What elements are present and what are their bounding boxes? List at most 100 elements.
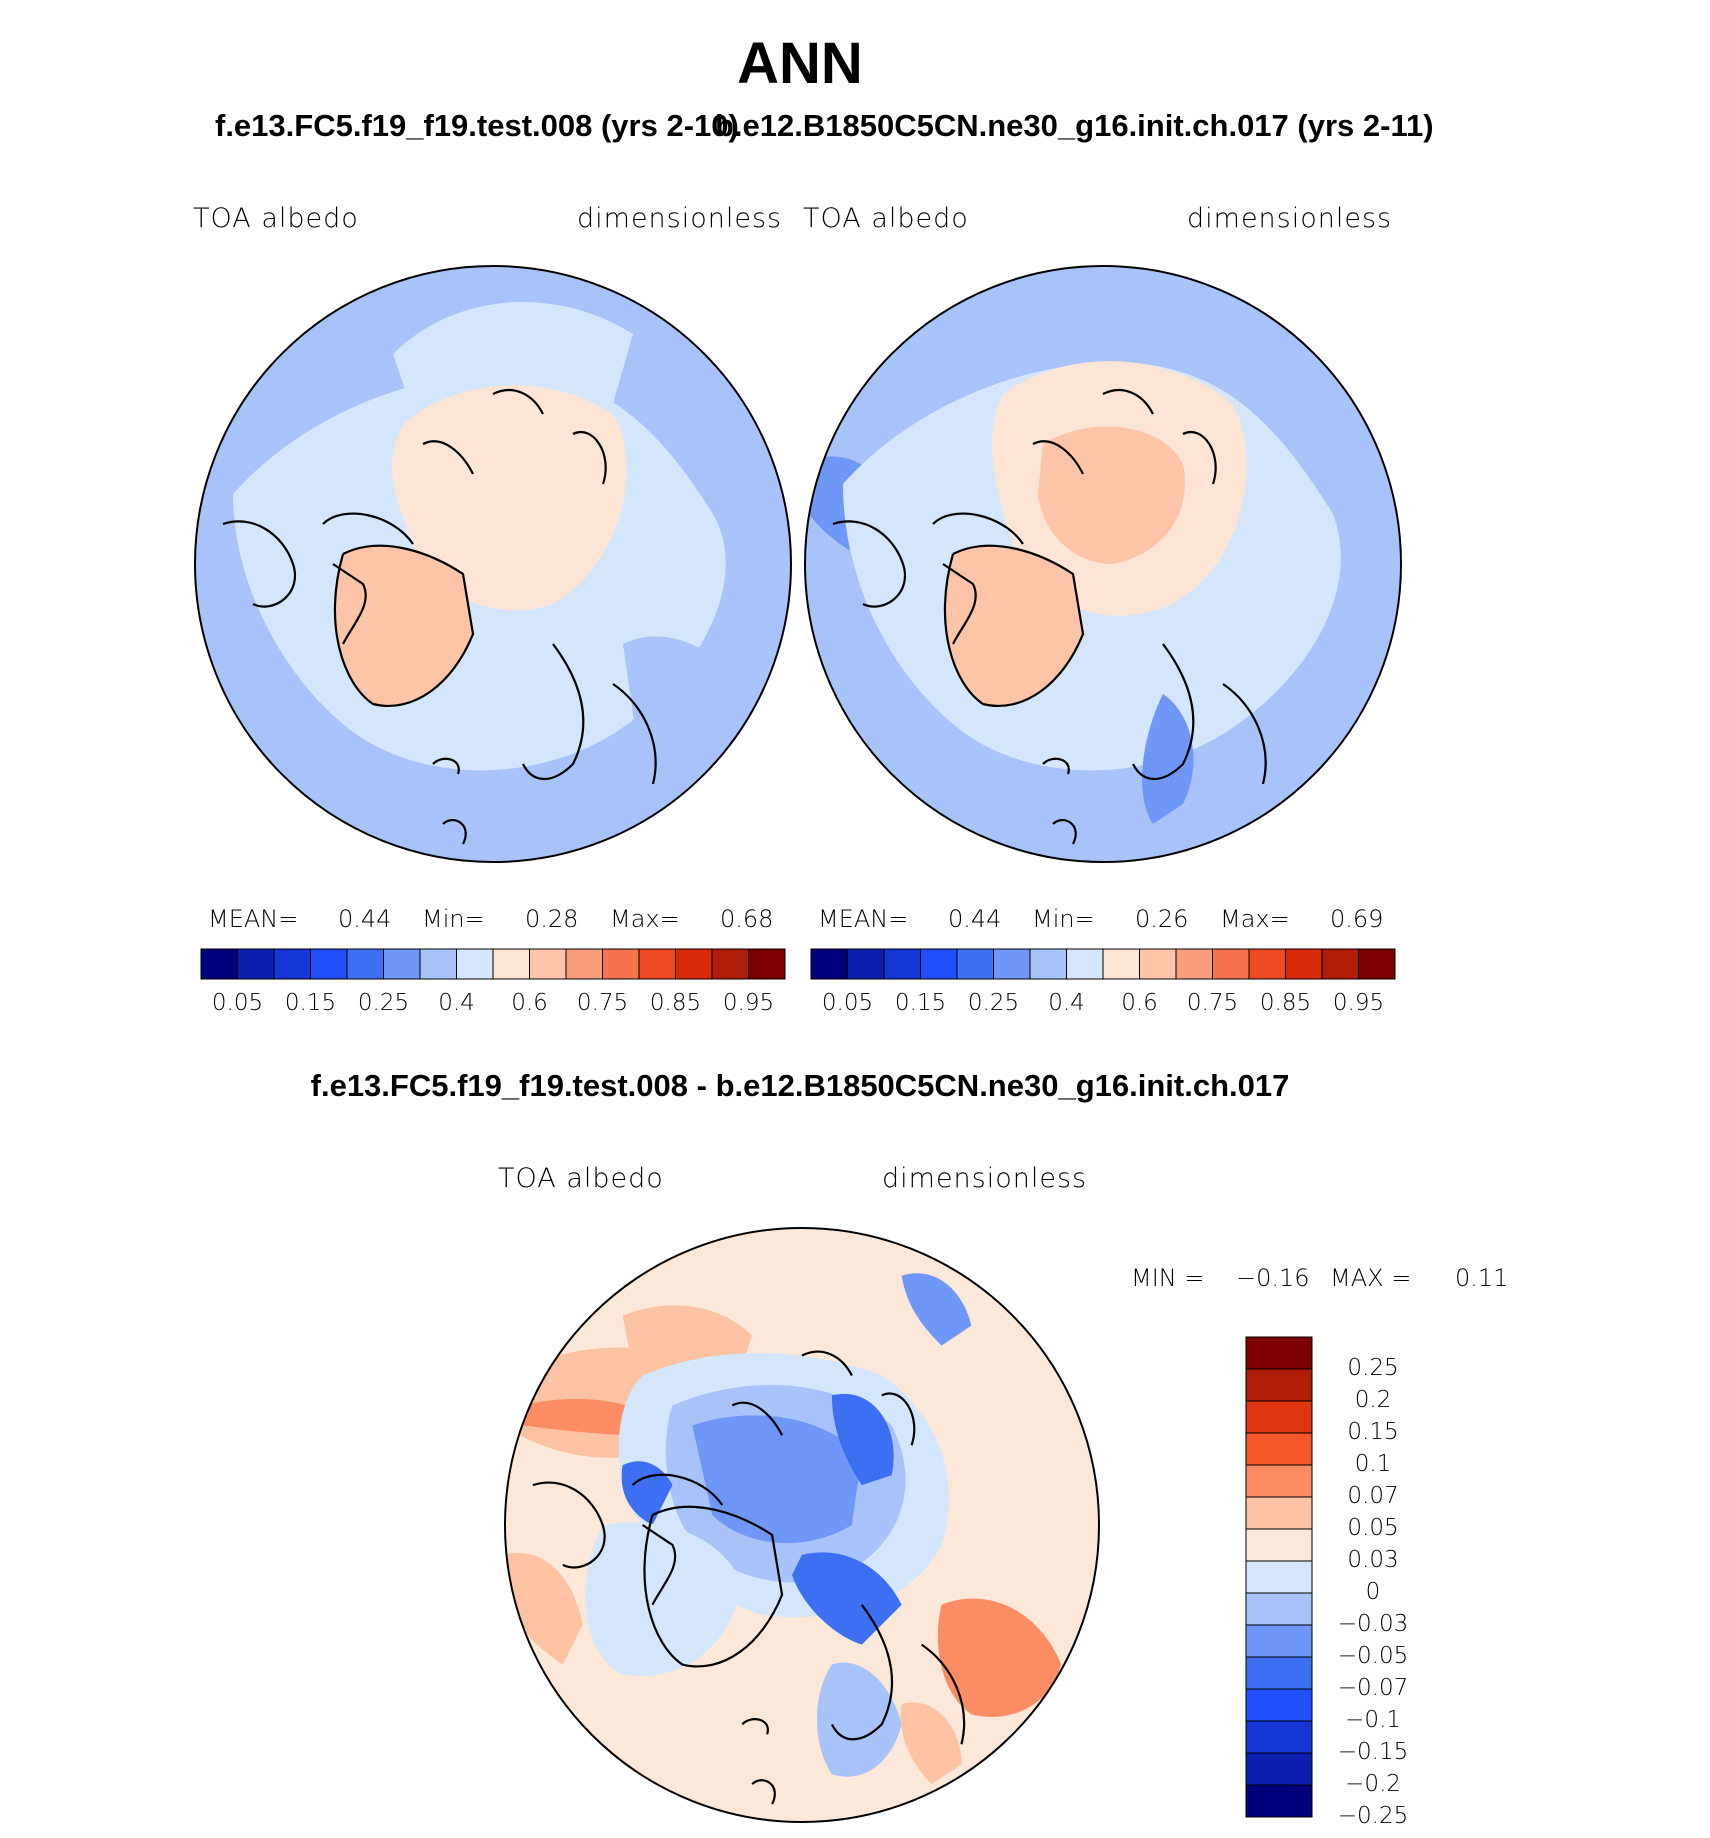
colorbar-box — [492, 948, 530, 980]
colorbar-tick-label: −0.15 — [1337, 1739, 1409, 1765]
colorbar-tick-label: 0.75 — [1186, 990, 1239, 1016]
colorbar-box — [1245, 1752, 1313, 1786]
map-panel2 — [804, 265, 1402, 863]
colorbar-tick-label: −0.1 — [1345, 1707, 1401, 1733]
panel1-min-value: 0.28 — [525, 905, 579, 933]
panel2-min-label: Min= — [1032, 905, 1095, 933]
colorbar-tick-label: 0.95 — [1332, 990, 1385, 1016]
colorbar-box — [456, 948, 494, 980]
colorbar-box — [748, 948, 786, 980]
diff-max-label: MAX = — [1330, 1264, 1412, 1292]
colorbar-tick-label: 0.95 — [722, 990, 775, 1016]
colorbar-tick-label: 0.07 — [1347, 1483, 1399, 1509]
colorbar-tick-label: 0.6 — [511, 990, 548, 1016]
colorbar-box — [1245, 1688, 1313, 1722]
panel2-max-value: 0.69 — [1330, 905, 1384, 933]
colorbar-box — [956, 948, 994, 980]
colorbar-box — [346, 948, 384, 980]
colorbar-box — [1245, 1432, 1313, 1466]
colorbar-box — [602, 948, 640, 980]
case-title-right: b.e12.B1850C5CN.ne30_g16.init.ch.017 (yr… — [715, 108, 1434, 143]
panel2-max-label: Max= — [1220, 905, 1290, 933]
colorbar-box — [1245, 1464, 1313, 1498]
panel1-var-label: TOA albedo — [193, 203, 359, 234]
colorbar-tick-label: −0.05 — [1337, 1643, 1409, 1669]
colorbar-tick-label: 0.05 — [1347, 1515, 1399, 1541]
diff-title: f.e13.FC5.f19_f19.test.008 - b.e12.B1850… — [310, 1068, 1290, 1103]
panel1-max-label: Max= — [610, 905, 680, 933]
colorbar-box — [883, 948, 921, 980]
colorbar-panel2 — [810, 948, 1396, 980]
colorbar-box — [310, 948, 348, 980]
colorbar-tick-label: −0.03 — [1337, 1611, 1409, 1637]
colorbar-tick-label: 0.75 — [576, 990, 629, 1016]
colorbar-box — [1245, 1496, 1313, 1530]
colorbar-box — [419, 948, 457, 980]
colorbar-tick-label: 0.85 — [649, 990, 702, 1016]
colorbar-tick-label: 0.4 — [1048, 990, 1085, 1016]
colorbar-tick-label: 0.15 — [284, 990, 337, 1016]
diff-min-value: −0.16 — [1236, 1264, 1310, 1292]
colorbar-tick-label: 0.4 — [438, 990, 475, 1016]
diff-max-value: 0.11 — [1455, 1264, 1509, 1292]
colorbar-box — [711, 948, 749, 980]
colorbar-box — [993, 948, 1031, 980]
colorbar-box — [1245, 1624, 1313, 1658]
colorbar-box — [383, 948, 421, 980]
colorbar-tick-label: 0.05 — [211, 990, 264, 1016]
panel2-mean-value: 0.44 — [948, 905, 1002, 933]
panel2-var-label: TOA albedo — [803, 203, 969, 234]
colorbar-tick-label: 0.15 — [894, 990, 947, 1016]
map-panel1 — [194, 265, 792, 863]
diff-units-label: dimensionless — [882, 1163, 1088, 1194]
colorbar-tick-label: 0.03 — [1347, 1547, 1399, 1573]
colorbar-box — [847, 948, 885, 980]
colorbar-box — [1245, 1720, 1313, 1754]
colorbar-tick-label: 0.85 — [1259, 990, 1312, 1016]
panel1-min-label: Min= — [422, 905, 485, 933]
colorbar-box — [1245, 1592, 1313, 1626]
colorbar-tick-label: −0.25 — [1337, 1803, 1409, 1829]
panel2-units-label: dimensionless — [1187, 203, 1393, 234]
colorbar-box — [1248, 948, 1286, 980]
diff-min-label: MIN = — [1131, 1264, 1205, 1292]
panel2-min-value: 0.26 — [1135, 905, 1189, 933]
colorbar-tick-label: 0.05 — [821, 990, 874, 1016]
colorbar-box — [1245, 1400, 1313, 1434]
colorbar-box — [920, 948, 958, 980]
colorbar-box — [1212, 948, 1250, 980]
map-difference — [503, 1226, 1101, 1824]
colorbar-box — [237, 948, 275, 980]
colorbar-tick-label: 0.15 — [1347, 1419, 1399, 1445]
panel1-mean-value: 0.44 — [338, 905, 392, 933]
colorbar-box — [1245, 1784, 1313, 1818]
colorbar-box — [1102, 948, 1140, 980]
panel1-mean-label: MEAN= — [208, 905, 299, 933]
colorbar-box — [1245, 1560, 1313, 1594]
colorbar-box — [1245, 1656, 1313, 1690]
colorbar-box — [1245, 1528, 1313, 1562]
colorbar-box — [529, 948, 567, 980]
colorbar-tick-label: 0.25 — [357, 990, 410, 1016]
panel2-mean-label: MEAN= — [818, 905, 909, 933]
colorbar-box — [1245, 1336, 1313, 1370]
colorbar-tick-label: −0.07 — [1337, 1675, 1409, 1701]
colorbar-tick-label: 0.2 — [1354, 1387, 1392, 1413]
colorbar-panel1 — [200, 948, 786, 980]
colorbar-difference — [1245, 1336, 1313, 1818]
colorbar-tick-label: 0.25 — [1347, 1355, 1399, 1381]
colorbar-box — [1321, 948, 1359, 980]
colorbar-tick-label: 0 — [1365, 1579, 1381, 1605]
colorbar-tick-label: 0.25 — [967, 990, 1020, 1016]
colorbar-box — [1139, 948, 1177, 980]
colorbar-box — [1358, 948, 1396, 980]
colorbar-box — [1245, 1368, 1313, 1402]
diff-var-label: TOA albedo — [498, 1163, 664, 1194]
panel1-units-label: dimensionless — [577, 203, 783, 234]
colorbar-tick-label: 0.1 — [1354, 1451, 1392, 1477]
colorbar-box — [1175, 948, 1213, 980]
colorbar-box — [1066, 948, 1104, 980]
colorbar-box — [1029, 948, 1067, 980]
colorbar-box — [1285, 948, 1323, 980]
case-title-left: f.e13.FC5.f19_f19.test.008 (yrs 2-10) — [215, 108, 739, 143]
